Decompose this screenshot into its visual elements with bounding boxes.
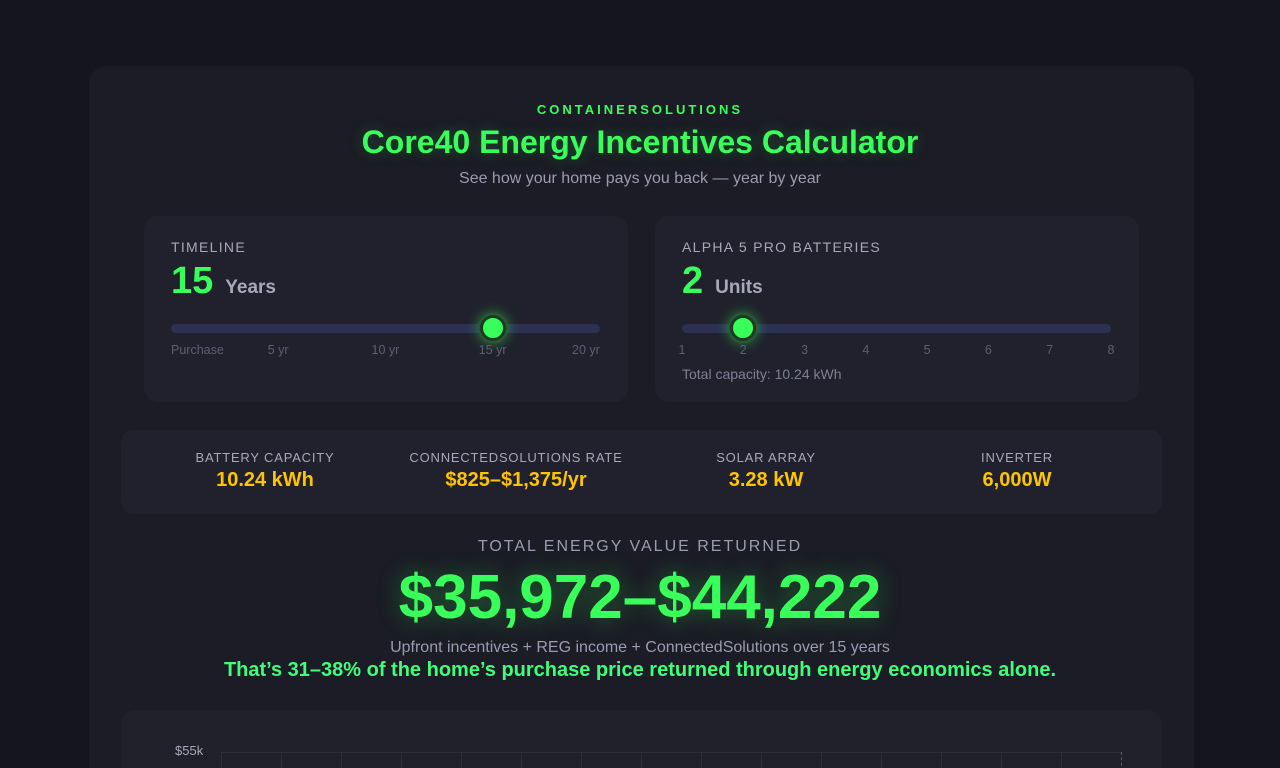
- timeline-tick: 20 yr: [572, 343, 600, 357]
- stat-inverter: INVERTER 6,000W: [897, 450, 1137, 492]
- brand-name: CONTAINERSOLUTIONS: [536, 102, 744, 117]
- batteries-tick: 6: [984, 343, 992, 357]
- timeline-label: TIMELINE: [171, 239, 246, 255]
- timeline-tick: 5 yr: [267, 343, 289, 357]
- stat-label: INVERTER: [981, 450, 1053, 465]
- value-chart: $55k: [121, 710, 1162, 768]
- chart-vertical-gridline: [701, 752, 702, 768]
- calculator-card: [89, 66, 1194, 768]
- chart-gridline: [221, 752, 1121, 753]
- batteries-slider-track[interactable]: [682, 315, 1111, 341]
- stat-label: SOLAR ARRAY: [716, 450, 816, 465]
- total-description: Upfront incentives + REG income + Connec…: [390, 639, 890, 656]
- page-title: Core40 Energy Incentives Calculator: [361, 124, 919, 160]
- timeline-tick: 15 yr: [478, 343, 507, 357]
- chart-vertical-gridline: [881, 752, 882, 768]
- batteries-tick: 5: [923, 343, 931, 357]
- batteries-label: ALPHA 5 PRO BATTERIES: [682, 239, 881, 255]
- batteries-value: 2 Units: [682, 260, 763, 303]
- chart-vertical-gridline: [401, 752, 402, 768]
- batteries-tick: 4: [862, 343, 870, 357]
- stat-label: BATTERY CAPACITY: [195, 450, 335, 465]
- batteries-tick: 8: [1107, 343, 1115, 357]
- chart-vertical-gridline: [761, 752, 762, 768]
- stat-solar-array: SOLAR ARRAY 3.28 kW: [646, 450, 886, 492]
- chart-vertical-gridline: [521, 752, 522, 768]
- chart-vertical-gridline: [641, 752, 642, 768]
- total-label: TOTAL ENERGY VALUE RETURNED: [477, 538, 803, 555]
- batteries-panel: ALPHA 5 PRO BATTERIES 2 Units 1 2 3 4 5 …: [655, 216, 1139, 402]
- chart-vertical-gridline: [1121, 752, 1122, 768]
- timeline-value: 15 Years: [171, 260, 276, 303]
- page-subtitle: See how your home pays you back — year b…: [459, 170, 821, 187]
- total-value: $35,972–$44,222: [398, 563, 882, 632]
- stat-battery-capacity: BATTERY CAPACITY 10.24 kWh: [145, 450, 385, 492]
- timeline-slider-thumb[interactable]: [479, 315, 506, 341]
- stat-value: 3.28 kW: [728, 469, 804, 491]
- chart-vertical-gridline: [281, 752, 282, 768]
- batteries-tick: 7: [1046, 343, 1054, 357]
- timeline-panel: TIMELINE 15 Years Purchase 5 yr 10 yr 15…: [144, 216, 628, 402]
- total-capacity-note: Total capacity: 10.24 kWh: [682, 366, 842, 382]
- chart-vertical-gridline: [941, 752, 942, 768]
- stat-value: 10.24 kWh: [216, 469, 314, 491]
- stat-label: CONNECTEDSOLUTIONS RATE: [409, 450, 623, 465]
- timeline-tick: 10 yr: [371, 343, 400, 357]
- batteries-slider-thumb[interactable]: [730, 315, 757, 341]
- timeline-ticks: Purchase 5 yr 10 yr 15 yr 20 yr: [171, 343, 600, 359]
- chart-y-tick: $55k: [175, 743, 204, 758]
- batteries-ticks: 1 2 3 4 5 6 7 8: [678, 343, 1115, 359]
- chart-vertical-gridline: [821, 752, 822, 768]
- timeline-slider-track[interactable]: [171, 315, 600, 341]
- chart-vertical-gridline: [461, 752, 462, 768]
- chart-vertical-gridline: [1061, 752, 1062, 768]
- timeline-tick: Purchase: [171, 343, 224, 357]
- stat-value: 6,000W: [982, 469, 1052, 491]
- stat-value: $825–$1,375/yr: [445, 469, 587, 491]
- timeline-years-number: 15: [171, 260, 214, 302]
- batteries-tick: 3: [801, 343, 809, 357]
- timeline-years-unit: Years: [225, 277, 277, 298]
- chart-vertical-gridline: [1001, 752, 1002, 768]
- chart-vertical-gridline: [581, 752, 582, 768]
- system-stats: BATTERY CAPACITY 10.24 kWh CONNECTEDSOLU…: [121, 430, 1162, 514]
- batteries-count-number: 2: [682, 260, 704, 302]
- chart-vertical-gridline: [341, 752, 342, 768]
- batteries-count-unit: Units: [715, 277, 763, 298]
- chart-vertical-gridline: [221, 752, 222, 768]
- batteries-tick: 1: [678, 343, 686, 357]
- total-highlight: That’s 31–38% of the home’s purchase pri…: [223, 659, 1057, 681]
- stat-connectedsolutions-rate: CONNECTEDSOLUTIONS RATE $825–$1,375/yr: [396, 450, 636, 492]
- batteries-tick: 2: [739, 343, 747, 357]
